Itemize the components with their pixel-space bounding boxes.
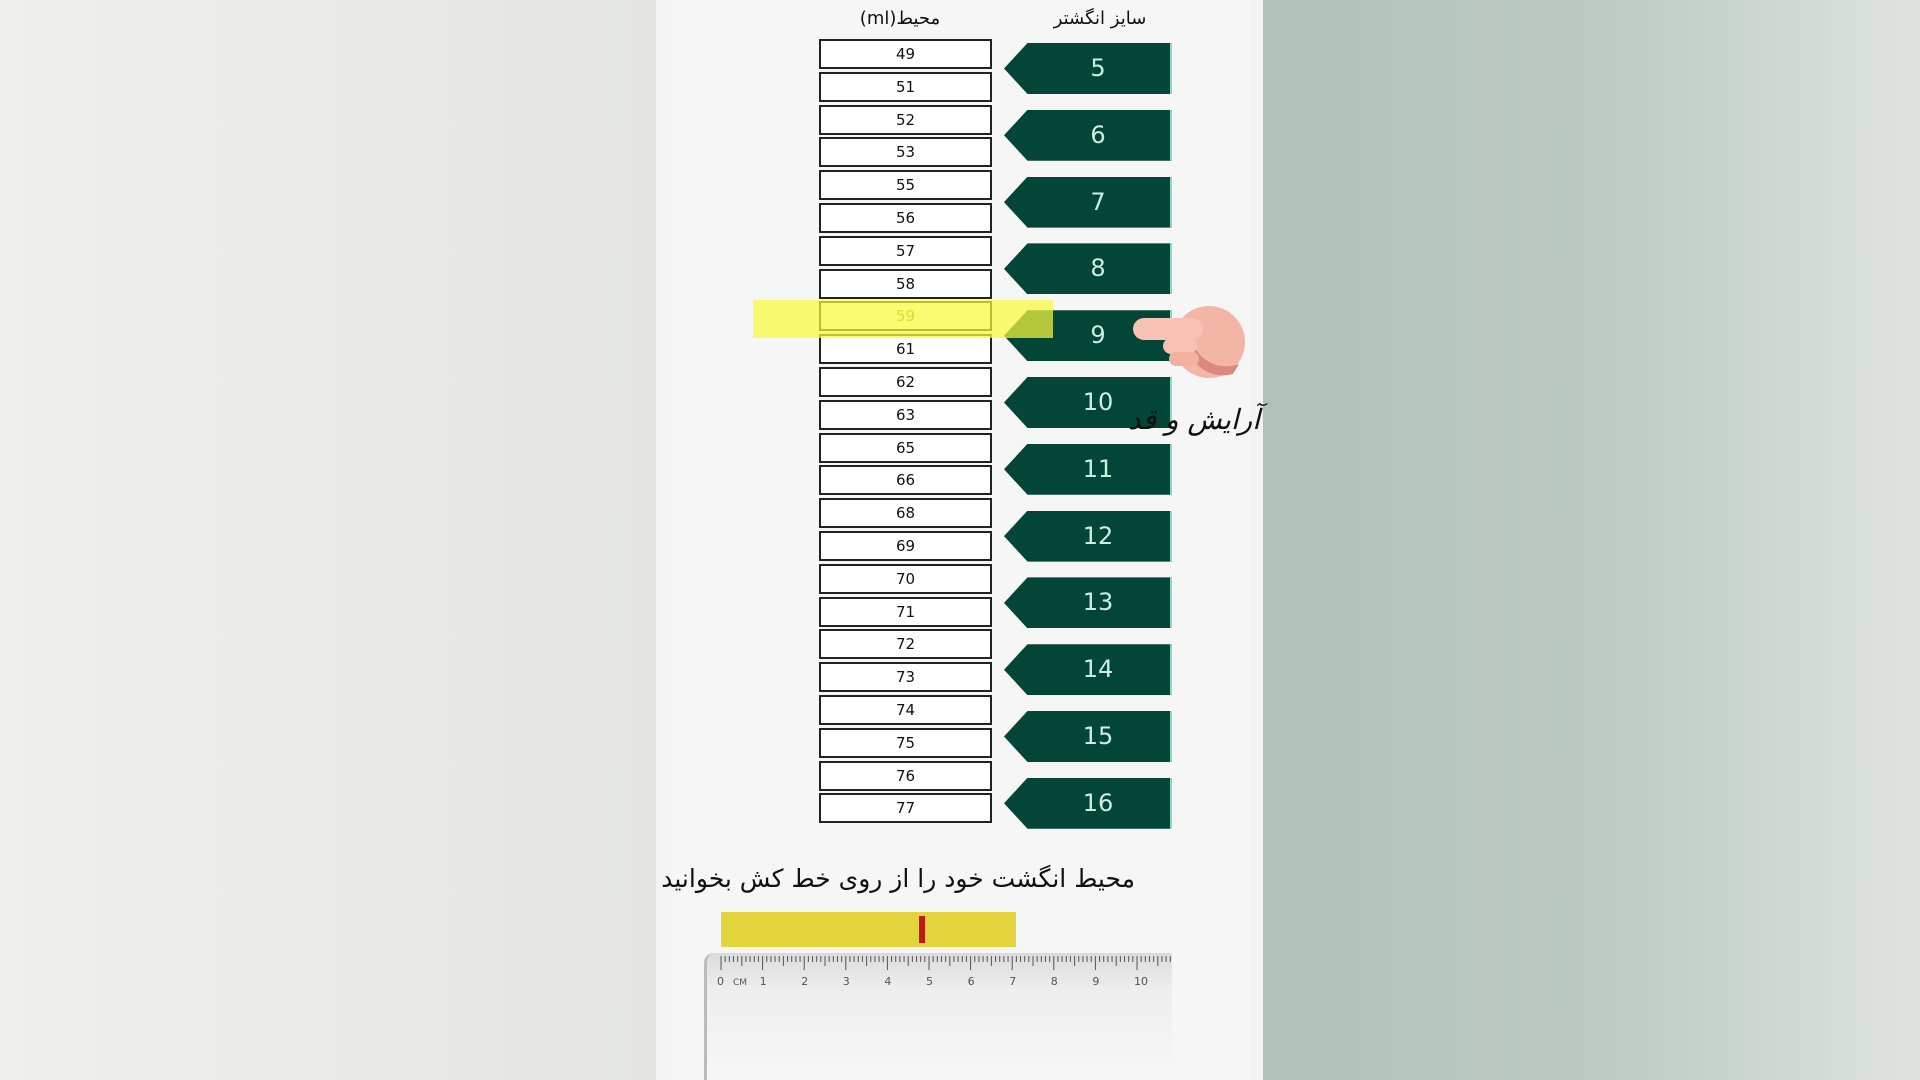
watermark-logo: آرایش و قد	[1128, 403, 1260, 436]
ring-size-arrow: 7	[1004, 176, 1172, 228]
strip-marker	[918, 916, 925, 943]
ruler-label: 4	[884, 975, 891, 988]
circumference-cell: 56	[819, 203, 992, 233]
circumference-cell: 51	[819, 71, 992, 102]
ring-size-arrow: 12	[1004, 510, 1172, 562]
ring-size-arrow: 6	[1004, 109, 1172, 161]
ruler-label: 3	[843, 975, 850, 988]
circumference-cell: 53	[819, 137, 992, 168]
circumference-cell: 76	[819, 760, 992, 791]
pointing-hand-icon	[1133, 306, 1245, 378]
circumference-cell: 63	[819, 399, 992, 430]
circumference-cell: 72	[819, 629, 992, 660]
ring-size-arrow: 14	[1004, 644, 1172, 696]
circumference-cell: 70	[819, 563, 992, 594]
ruler-label: 6	[968, 975, 975, 988]
circumference-cell: 65	[819, 432, 992, 463]
ruler-unit: CM	[733, 978, 747, 988]
circumference-cell: 52	[819, 104, 992, 135]
ruler-label: 10	[1134, 975, 1148, 988]
ring-size-arrow: 13	[1004, 577, 1172, 629]
circumference-cell: 75	[819, 727, 992, 758]
circumference-cell: 49	[819, 39, 992, 69]
ring-size-arrow: 8	[1004, 243, 1172, 295]
instruction-text: محیط انگشت خود را از روی خط کش بخوانید	[661, 864, 1135, 893]
ruler-label: 7	[1009, 975, 1016, 988]
ring-size-arrow: 10	[1004, 377, 1172, 428]
circumference-cell: 55	[819, 170, 992, 201]
ruler: 0 1 2 3 4 5 6 7 8 9 10 CM	[704, 953, 1172, 1080]
highlight-band	[753, 300, 1053, 338]
ring-size-arrow: 11	[1004, 443, 1172, 495]
ring-size-arrow: 16	[1004, 777, 1172, 829]
ruler-label: 8	[1051, 975, 1058, 988]
circumference-cell: 77	[819, 793, 992, 824]
ring-size-arrow: 5	[1004, 43, 1172, 94]
ruler-label: 1	[760, 975, 767, 988]
circumference-cell: 69	[819, 531, 992, 561]
ring-size-arrow: 15	[1004, 711, 1172, 762]
circumference-cell: 66	[819, 465, 992, 496]
ruler-label: 5	[926, 975, 933, 988]
circumference-cell: 57	[819, 235, 992, 266]
circumference-cell: 71	[819, 596, 992, 627]
circumference-cell: 61	[819, 334, 992, 365]
circumference-header: محیط(ml)	[859, 8, 941, 29]
ruler-label: 9	[1092, 975, 1099, 988]
circumference-cell: 74	[819, 695, 992, 725]
circumference-cell: 58	[819, 268, 992, 299]
circumference-cell: 68	[819, 498, 992, 529]
circumference-cell: 62	[819, 367, 992, 397]
ruler-label: 2	[801, 975, 808, 988]
finger-strip	[721, 912, 1016, 947]
circumference-cell: 73	[819, 662, 992, 693]
ring-size-header: سایز انگشتر	[1053, 8, 1147, 29]
ruler-label: 0	[717, 975, 724, 988]
